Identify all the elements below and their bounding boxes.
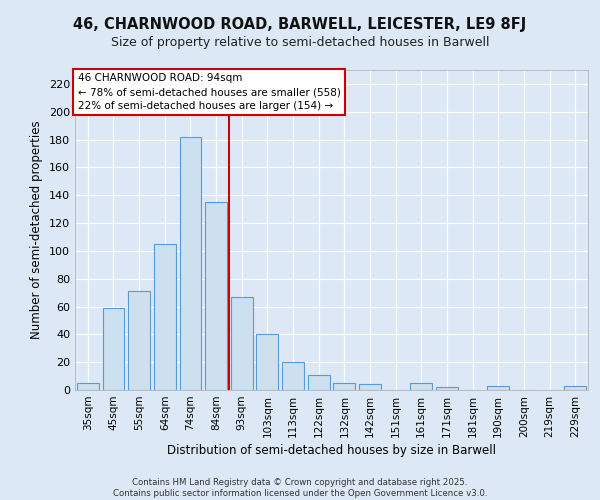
Bar [282,362,304,390]
Bar [231,297,253,390]
Bar [436,387,458,390]
Bar [103,308,124,390]
Bar [334,383,355,390]
Bar [308,374,329,390]
Bar [256,334,278,390]
Text: 46 CHARNWOOD ROAD: 94sqm
← 78% of semi-detached houses are smaller (558)
22% of : 46 CHARNWOOD ROAD: 94sqm ← 78% of semi-d… [77,73,340,111]
Text: 46, CHARNWOOD ROAD, BARWELL, LEICESTER, LE9 8FJ: 46, CHARNWOOD ROAD, BARWELL, LEICESTER, … [73,18,527,32]
X-axis label: Distribution of semi-detached houses by size in Barwell: Distribution of semi-detached houses by … [167,444,496,457]
Bar [410,383,432,390]
Y-axis label: Number of semi-detached properties: Number of semi-detached properties [31,120,43,340]
Bar [205,202,227,390]
Text: Size of property relative to semi-detached houses in Barwell: Size of property relative to semi-detach… [111,36,489,49]
Bar [77,383,99,390]
Bar [487,386,509,390]
Bar [154,244,176,390]
Bar [359,384,381,390]
Bar [179,137,202,390]
Text: Contains HM Land Registry data © Crown copyright and database right 2025.
Contai: Contains HM Land Registry data © Crown c… [113,478,487,498]
Bar [564,386,586,390]
Bar [128,291,150,390]
